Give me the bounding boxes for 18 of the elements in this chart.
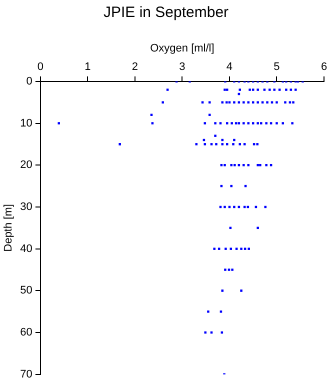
y-tick-label: 10 [20, 117, 32, 130]
y-tick-label: 30 [20, 201, 32, 214]
x-tick-label: 3 [179, 60, 186, 73]
y-tick-label: 70 [20, 368, 32, 380]
y-tick-label: 60 [20, 326, 32, 339]
x-tick-label: 2 [132, 60, 138, 73]
x-tick-label: 1 [84, 60, 91, 73]
y-tick-label: 0 [26, 75, 32, 88]
y-tick-label: 40 [20, 242, 32, 255]
chart-title: JPIE in September [102, 4, 230, 21]
x-axis-title: Oxygen [ml/l] [150, 42, 214, 55]
x-tick-label: 5 [274, 60, 280, 73]
x-tick-label: 6 [320, 60, 328, 73]
y-axis-title: Depth [m] [2, 204, 15, 252]
y-tick-label: 20 [20, 159, 32, 172]
y-tick-label: 50 [20, 284, 32, 297]
x-tick-label: 0 [37, 60, 44, 73]
x-tick-label: 4 [226, 60, 233, 73]
